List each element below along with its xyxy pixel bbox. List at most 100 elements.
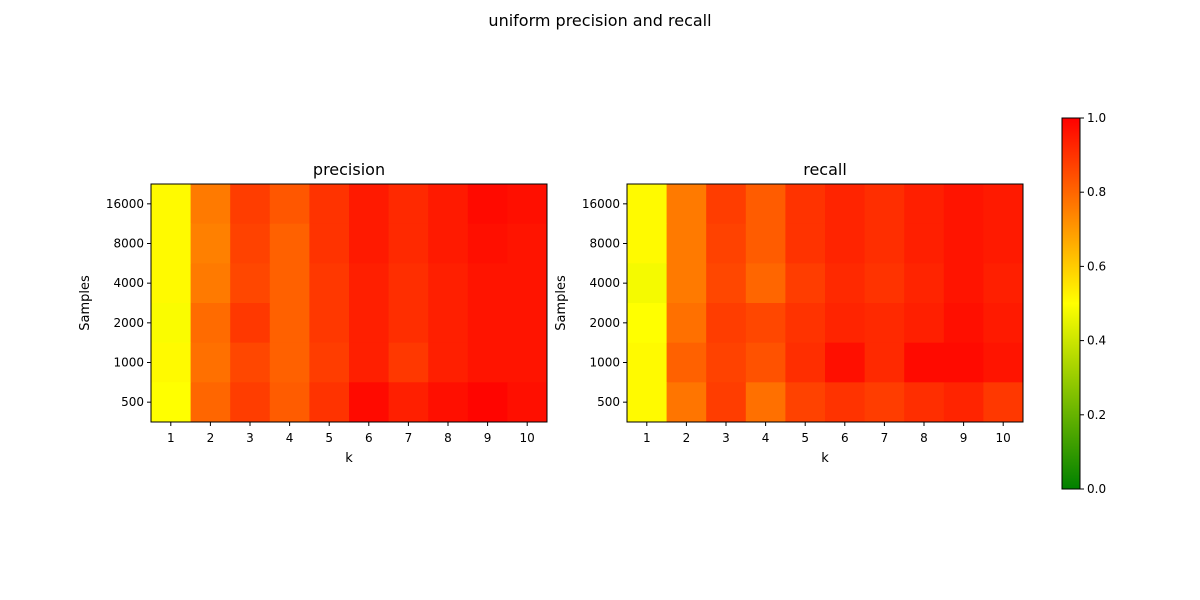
y-tick-label: 2000 bbox=[113, 316, 144, 330]
heatmap-cell bbox=[904, 223, 945, 264]
heatmap-cell bbox=[825, 184, 866, 225]
heatmap-cell bbox=[309, 342, 350, 383]
heatmap-cell bbox=[388, 342, 429, 383]
heatmap-cell bbox=[745, 382, 786, 423]
heatmap-cell bbox=[706, 223, 747, 264]
x-tick-label: 1 bbox=[167, 431, 175, 445]
y-tick-label: 500 bbox=[597, 395, 620, 409]
y-tick-label: 8000 bbox=[589, 237, 620, 251]
heatmap-cells bbox=[627, 184, 1024, 423]
heatmap-cell bbox=[467, 263, 508, 304]
heatmap-cell bbox=[349, 342, 390, 383]
heatmap-cell bbox=[864, 223, 905, 264]
heatmap-cell bbox=[151, 342, 192, 383]
heatmap-cell bbox=[269, 382, 310, 423]
heatmap-cell bbox=[151, 184, 192, 225]
heatmap-cell bbox=[349, 223, 390, 264]
heatmap-cell bbox=[190, 342, 231, 383]
x-tick-label: 9 bbox=[484, 431, 492, 445]
heatmap-cell bbox=[507, 263, 548, 304]
x-tick-label: 9 bbox=[960, 431, 968, 445]
heatmap-cell bbox=[428, 184, 469, 225]
heatmap-cell bbox=[627, 263, 668, 304]
heatmap-cell bbox=[706, 184, 747, 225]
heatmap-cell bbox=[745, 184, 786, 225]
heatmap-cell bbox=[467, 184, 508, 225]
heatmap-cell bbox=[825, 342, 866, 383]
y-tick-label: 2000 bbox=[589, 316, 620, 330]
heatmap-cell bbox=[627, 342, 668, 383]
heatmap-cell bbox=[507, 223, 548, 264]
heatmap-cell bbox=[269, 184, 310, 225]
heatmap-cell bbox=[745, 263, 786, 304]
heatmap-cell bbox=[349, 382, 390, 423]
heatmap-cell bbox=[309, 184, 350, 225]
heatmap-cell bbox=[864, 382, 905, 423]
heatmap-cell bbox=[943, 382, 984, 423]
heatmap-cell bbox=[745, 303, 786, 344]
heatmap-cell bbox=[467, 303, 508, 344]
heatmap-cell bbox=[507, 342, 548, 383]
heatmap-cell bbox=[230, 223, 271, 264]
heatmap-cell bbox=[230, 342, 271, 383]
heatmap-cell bbox=[666, 342, 707, 383]
heatmap-cell bbox=[864, 263, 905, 304]
heatmap-cell bbox=[507, 382, 548, 423]
heatmap-cell bbox=[666, 382, 707, 423]
heatmap-cell bbox=[309, 263, 350, 304]
heatmap-cell bbox=[825, 223, 866, 264]
heatmap-cell bbox=[230, 303, 271, 344]
x-axis-label: k bbox=[821, 451, 829, 466]
heatmap-cell bbox=[309, 303, 350, 344]
x-axis: 1 2 3 4 5 6 7 8 9 10 bbox=[167, 422, 535, 445]
x-tick-label: 3 bbox=[246, 431, 254, 445]
figure-title: uniform precision and recall bbox=[488, 11, 711, 30]
colorbar-ticks: 0.0 0.2 0.4 0.6 0.8 1.0 bbox=[1080, 111, 1106, 496]
plot-frame bbox=[150, 183, 548, 423]
heatmap-cell bbox=[904, 184, 945, 225]
heatmap-cell bbox=[230, 184, 271, 225]
heatmap-cell bbox=[706, 382, 747, 423]
heatmap-cell bbox=[627, 184, 668, 225]
heatmap-cell bbox=[904, 303, 945, 344]
heatmap-cell bbox=[785, 263, 826, 304]
x-axis: 1 2 3 4 5 6 7 8 9 10 bbox=[643, 422, 1011, 445]
heatmap-cell bbox=[230, 382, 271, 423]
panel-title: recall bbox=[803, 160, 847, 179]
heatmap-cell bbox=[943, 303, 984, 344]
heatmap-cell bbox=[666, 263, 707, 304]
y-axis: 16000 8000 4000 2000 1000 500 bbox=[582, 197, 627, 409]
y-tick-label: 1000 bbox=[589, 356, 620, 370]
heatmap-cell bbox=[428, 382, 469, 423]
y-axis: 16000 8000 4000 2000 1000 500 bbox=[106, 197, 151, 409]
heatmap-cell bbox=[627, 382, 668, 423]
heatmap-cell bbox=[349, 184, 390, 225]
x-tick-label: 6 bbox=[365, 431, 373, 445]
heatmap-cell bbox=[666, 303, 707, 344]
heatmap-cell bbox=[706, 303, 747, 344]
heatmap-cell bbox=[983, 223, 1024, 264]
heatmap-cell bbox=[983, 382, 1024, 423]
heatmap-cell bbox=[388, 263, 429, 304]
y-tick-label: 4000 bbox=[589, 276, 620, 290]
heatmap-cell bbox=[428, 303, 469, 344]
heatmap-cell bbox=[627, 223, 668, 264]
heatmap-cell bbox=[269, 263, 310, 304]
heatmap-cell bbox=[151, 303, 192, 344]
x-tick-label: 3 bbox=[722, 431, 730, 445]
colorbar-tick-label: 0.0 bbox=[1087, 482, 1106, 496]
heatmap-cell bbox=[388, 382, 429, 423]
heatmap-cell bbox=[349, 263, 390, 304]
heatmap-cell bbox=[151, 382, 192, 423]
heatmap-cell bbox=[467, 223, 508, 264]
heatmap-cell bbox=[507, 184, 548, 225]
x-tick-label: 8 bbox=[444, 431, 452, 445]
heatmap-cell bbox=[904, 263, 945, 304]
x-tick-label: 6 bbox=[841, 431, 849, 445]
panel-title: precision bbox=[313, 160, 385, 179]
heatmap-cell bbox=[230, 263, 271, 304]
heatmap-cell bbox=[428, 223, 469, 264]
colorbar-tick-label: 0.2 bbox=[1087, 408, 1106, 422]
heatmap-cell bbox=[151, 263, 192, 304]
